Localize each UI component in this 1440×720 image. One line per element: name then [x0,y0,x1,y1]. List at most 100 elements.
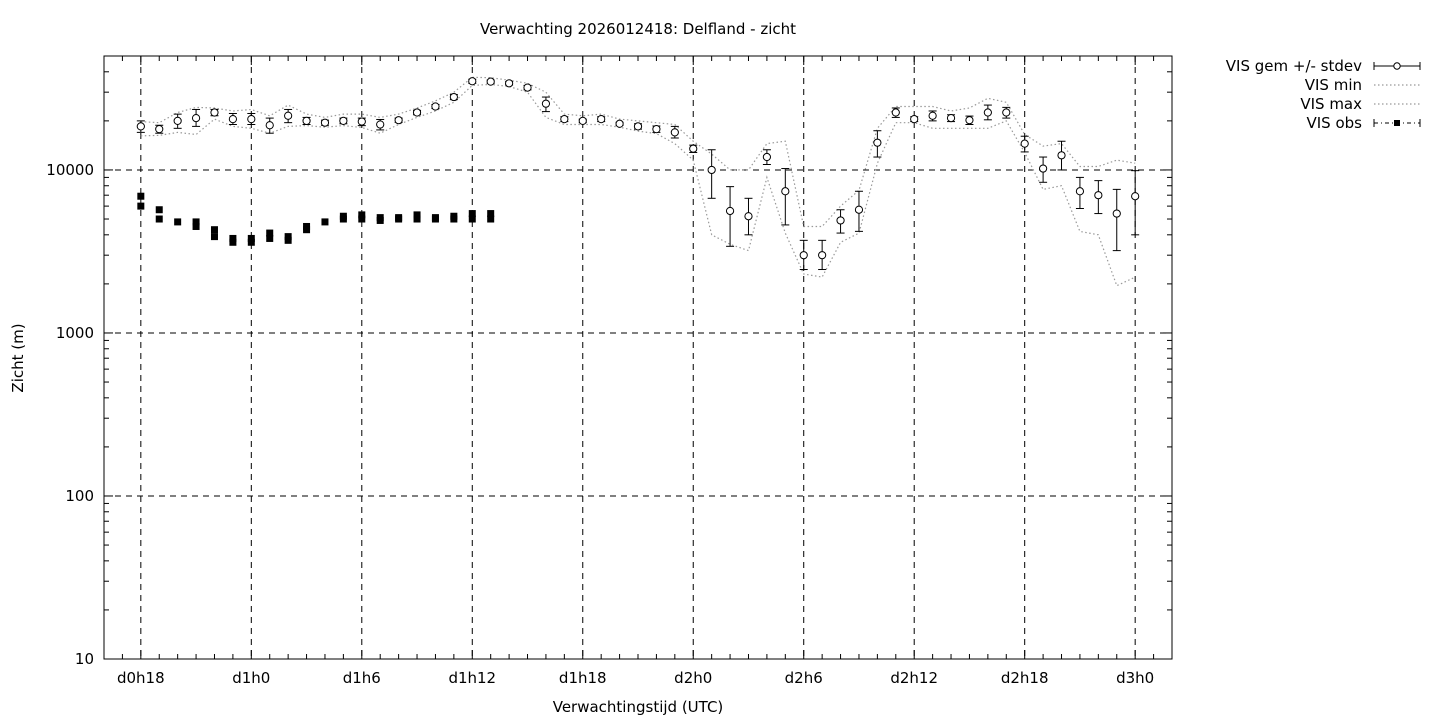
obs-point [284,236,292,244]
obs-point [376,216,384,224]
mean-point [1094,191,1103,200]
y-tick-label: 1000 [56,324,94,342]
x-tick-label: d2h0 [674,669,712,687]
obs-point [155,206,163,214]
mean-point [191,113,201,123]
mean-point [965,116,974,125]
x-tick-label: d0h18 [117,669,165,687]
mean-point [633,122,643,131]
mean-point [412,108,422,117]
max-series [140,76,1136,228]
legend-label: VIS max [1300,95,1362,113]
mean-point [597,115,606,124]
x-tick-labels: d0h18 d1h0 d1h6 d1h12 d1h18 d2h0 d2h6 d2h12 d2h1… [117,669,1154,687]
mean-point [1039,164,1048,173]
mean-point [615,119,624,128]
mean-point [652,125,661,134]
x-tick-label: d1h0 [232,669,270,687]
mean-point [836,216,845,225]
obs-point [450,215,458,223]
vis-min-line [140,83,1136,287]
obs-point [229,234,237,242]
mean-point [873,138,882,147]
mean-point [357,117,366,126]
mean-point [1131,192,1140,201]
mean-point [394,116,403,125]
mean-point [689,144,698,153]
mean-point [505,79,514,88]
mean-point [707,165,716,175]
mean-point [560,115,569,124]
mean-point [818,251,827,260]
mean-point [910,115,919,124]
mean-point [541,99,551,108]
obs-point [284,233,292,241]
mean-point [725,206,735,216]
obs-point [266,234,274,242]
y-tick-label: 100 [65,487,94,505]
legend-label: VIS min [1305,76,1362,94]
obs-point [210,233,218,241]
x-tick-label: d2h6 [785,669,823,687]
mean-point [1020,139,1029,148]
mean-point [928,111,937,120]
obs-point [303,226,311,234]
mean-point [523,83,532,92]
mean-point [265,121,274,130]
mean-point [247,115,256,124]
obs-point [229,238,237,246]
obs-point [137,192,145,200]
obs-point [155,215,163,223]
grid-lines [104,56,1172,659]
mean-point [284,111,293,120]
mean-point [762,152,771,162]
obs-point [413,211,421,219]
obs-point [431,215,439,223]
x-tick-label: d1h6 [343,669,381,687]
y-axis-label: Zicht (m) [9,323,27,392]
mean-point [578,116,587,125]
obs-point [487,215,495,223]
mean-point [486,77,495,86]
obs-point [358,211,366,219]
mean-point [173,116,182,125]
x-axis-label: Verwachtingstijd (UTC) [553,698,724,716]
mean-point [136,122,145,131]
x-tick-label: d1h12 [448,669,496,687]
mean-point [468,77,477,86]
obs-point [468,215,476,223]
obs-point [247,234,255,242]
obs-point [321,218,329,226]
mean-point [1057,151,1066,160]
obs-point [339,215,347,223]
mean-point [1075,187,1085,196]
mean-point [376,120,385,129]
x-tick-label: d2h12 [890,669,938,687]
mean-point [1112,209,1121,218]
obs-point [192,218,200,226]
mean-point [228,115,237,124]
legend-label: VIS gem +/- stdev [1226,57,1362,75]
mean-point [155,125,164,134]
obs-point [487,210,495,218]
mean-point [983,108,992,117]
mean-point [431,102,440,111]
x-tick-label: d2h18 [1001,669,1049,687]
obs-point [266,229,274,237]
obs-point [247,238,255,246]
obs-series [137,192,495,246]
y-tick-label: 10 [75,650,94,668]
mean-point [854,205,864,214]
mean-point [946,113,956,123]
mean-point [891,108,900,117]
y-tick-label: 10000 [46,161,94,179]
legend-label: VIS obs [1307,114,1363,132]
obs-point [395,215,403,223]
mean-point [1002,108,1011,117]
legend-marker [1394,120,1400,126]
plot-frame [103,55,1173,660]
obs-point [174,218,182,226]
obs-point [137,202,145,210]
